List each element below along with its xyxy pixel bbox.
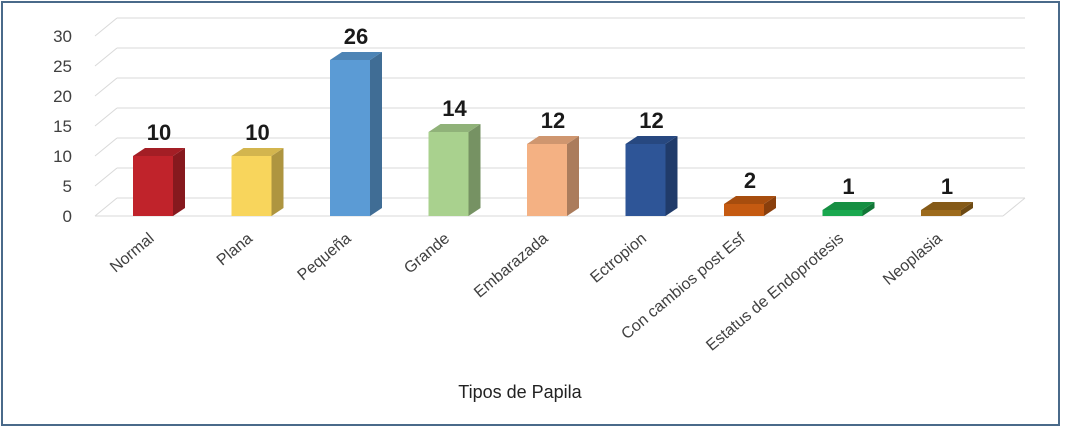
gridline-side [94,17,118,37]
x-category-label: Grande [401,230,453,277]
gridline-side [94,197,118,217]
bar-ectropion [625,136,678,216]
bar-top [625,136,678,144]
y-tick-label: 5 [63,177,72,196]
x-axis-categories: Normal Plana Pequeña Grande Embarazada Ectrop… [107,230,946,355]
bar-con-cambios-post-esf [724,196,776,216]
data-label: 26 [344,24,368,49]
y-tick-label: 10 [53,147,72,166]
gridline-side [94,167,118,187]
bar-side [370,52,382,216]
bar-top [330,52,382,60]
y-tick-label: 25 [53,57,72,76]
bar-estatus-de-endoprotesis [822,202,875,216]
bar-side [862,202,875,216]
gridline-side [94,107,118,127]
bar-front [330,60,370,216]
bar-side [764,196,776,216]
bar-front [921,210,961,216]
bar-side [173,148,185,216]
x-category-label: Plana [214,230,256,269]
bar-side [468,124,481,216]
bar-plana [231,148,284,216]
bar-top [724,196,776,204]
x-category-label: Normal [107,230,157,276]
data-label: 10 [245,120,269,145]
bar-front [231,156,272,216]
data-label: 12 [639,108,663,133]
bar-neoplasia [921,202,973,216]
bar-top [428,124,481,132]
data-label: 1 [941,174,953,199]
bar-peque-a [330,52,382,216]
bar-top [527,136,579,144]
bar-side [961,202,973,216]
bar-embarazada [527,136,579,216]
bar-front [625,144,666,216]
bar-side [567,136,579,216]
gridline-side [94,47,118,67]
data-labels: 10 10 26 14 12 12 2 1 1 [147,24,953,199]
bar-front [133,156,173,216]
bar-front [724,204,764,216]
bar-side [271,148,284,216]
y-axis-ticks: 0 5 10 15 20 25 30 [53,27,72,226]
bar-top [921,202,973,210]
x-category-label: Pequeña [295,230,355,284]
gridline-side [94,77,118,97]
bar-top [231,148,284,156]
data-label: 14 [442,96,467,121]
x-axis-title: Tipos de Papila [458,382,582,402]
data-label: 1 [842,174,854,199]
bar-front [428,132,469,216]
y-tick-label: 0 [63,207,72,226]
x-category-label: Ectropion [587,230,650,286]
y-tick-label: 20 [53,87,72,106]
bar-side [665,136,678,216]
bars [133,52,973,216]
x-category-label: Embarazada [471,230,551,301]
bar-normal [133,148,185,216]
bar-top [822,202,875,210]
data-label: 10 [147,120,171,145]
x-category-label: Neoplasia [880,230,946,289]
bar-front [527,144,567,216]
y-tick-label: 30 [53,27,72,46]
bar-top [133,148,185,156]
data-label: 12 [541,108,565,133]
y-tick-label: 15 [53,117,72,136]
bar-front [822,210,863,216]
floor-edge [1002,197,1026,217]
data-label: 2 [744,168,756,193]
bar-grande [428,124,481,216]
gridline-side [94,137,118,157]
